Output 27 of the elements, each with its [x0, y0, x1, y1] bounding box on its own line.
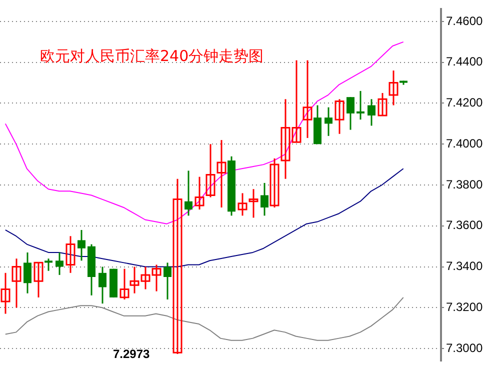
candlestick [206, 143, 216, 198]
candlestick [388, 70, 398, 106]
y-tick-label: 7.3400 [446, 259, 484, 274]
y-tick-label: 7.4000 [446, 136, 484, 150]
y-tick-label: 7.3800 [446, 177, 484, 192]
candlestick [378, 92, 388, 116]
candlestick [34, 262, 44, 298]
y-tick-label: 7.3000 [446, 340, 484, 355]
candlestick [334, 98, 344, 135]
candlestick [172, 178, 182, 355]
candlestick [120, 268, 130, 300]
y-tick-label: 7.3200 [446, 300, 484, 314]
candlestick [12, 258, 22, 308]
y-tick-label: 7.4600 [446, 14, 484, 28]
candlestick [238, 192, 248, 216]
y-tick-label: 7.3600 [446, 218, 484, 232]
candlestick [302, 60, 312, 139]
candlestick [270, 158, 280, 208]
annotation: 7.2973 [113, 347, 150, 362]
y-tick-label: 7.4200 [446, 96, 484, 110]
text: 欧元对人民币汇率240分钟走势图 [40, 47, 264, 66]
candlestick [0, 272, 10, 315]
candlestick [248, 188, 258, 218]
candlestick [216, 139, 226, 208]
candlestick [66, 235, 76, 274]
y-tick-label: 7.4400 [446, 54, 484, 69]
candlestick [194, 176, 204, 210]
